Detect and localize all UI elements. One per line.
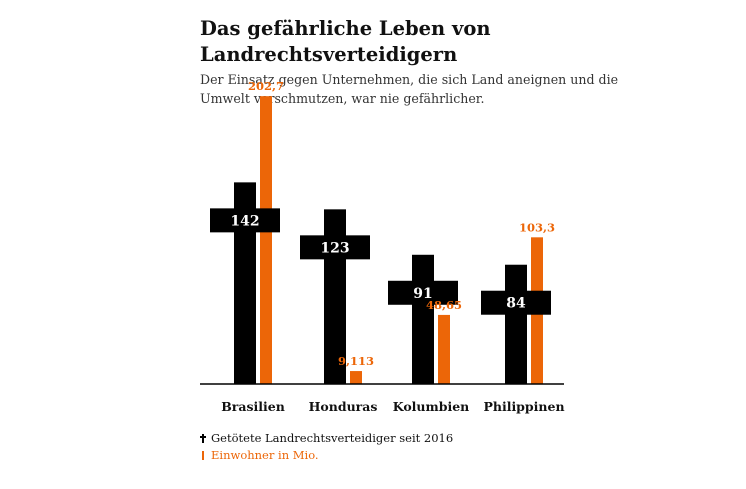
population-bar-honduras [350, 371, 362, 384]
legend-item-population: Einwohner in Mio. [200, 447, 453, 464]
category-label: Philippinen [483, 399, 564, 414]
category-label: Honduras [309, 399, 378, 414]
death-value-label: 91 [413, 286, 432, 302]
legend-item-deaths: Getötete Landrechtsverteidiger seit 2016 [200, 430, 453, 447]
orange-bar-icon [202, 451, 204, 460]
death-bar-kolumbien [412, 254, 434, 384]
population-bar-brasilien [260, 96, 272, 384]
population-value-label: 202,7 [248, 79, 284, 93]
death-value-label: 142 [230, 213, 259, 229]
population-value-label: 9,113 [338, 354, 374, 368]
death-bar-brasilien [234, 182, 256, 384]
population-value-label: 103,3 [519, 220, 555, 234]
legend-label-population: Einwohner in Mio. [211, 448, 319, 462]
cross-arm-brasilien [210, 208, 280, 233]
cross-arm-honduras [300, 235, 370, 260]
legend-label-deaths: Getötete Landrechtsverteidiger seit 2016 [211, 431, 454, 445]
category-label: Kolumbien [393, 399, 470, 414]
death-value-label: 84 [506, 296, 526, 312]
death-bar-philippinen [505, 264, 527, 384]
population-bar-kolumbien [438, 314, 450, 384]
cross-arm-kolumbien [388, 280, 458, 305]
population-value-label: 48,65 [426, 298, 462, 312]
death-value-label: 123 [320, 240, 349, 256]
cross-icon [200, 434, 206, 443]
category-label: Brasilien [221, 399, 285, 414]
cross-arm-philippinen [481, 290, 551, 315]
chart-title: Das gefährliche Leben von Landrechtsvert… [200, 17, 491, 66]
legend: Getötete Landrechtsverteidiger seit 2016… [200, 430, 453, 464]
